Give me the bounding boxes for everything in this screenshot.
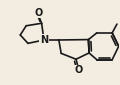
Text: N: N — [40, 35, 48, 45]
Text: O: O — [75, 65, 83, 75]
Text: O: O — [35, 8, 43, 18]
